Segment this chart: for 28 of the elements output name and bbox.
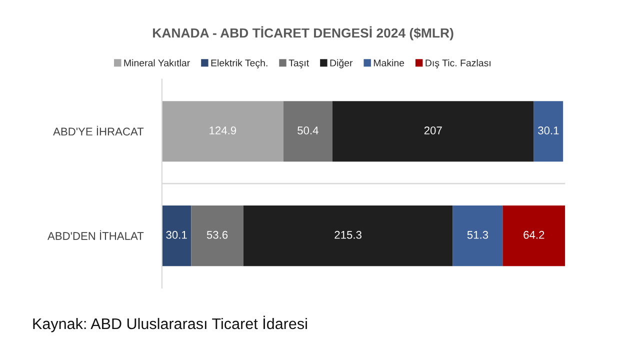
bar bbox=[243, 206, 453, 266]
legend-label: Diğer bbox=[330, 59, 353, 68]
legend-label: Dış Tic. Fazlası bbox=[426, 59, 490, 68]
data-label: 64.2 bbox=[524, 230, 544, 239]
legend-label: Makine bbox=[374, 59, 404, 66]
data-label: 124.9 bbox=[210, 126, 236, 134]
text: Kaynak: ABD Uluslararası Ticaret İdaresi bbox=[33, 316, 307, 332]
bar bbox=[502, 206, 566, 266]
y-tick-label: ABD'DEN İTHALAT bbox=[48, 230, 144, 240]
data-label: 215.3 bbox=[334, 230, 362, 239]
data-label: 30.1 bbox=[166, 230, 187, 239]
bar bbox=[162, 101, 284, 162]
legend-label: Elektrik Teçh. bbox=[211, 59, 268, 68]
data-label: 51.3 bbox=[467, 230, 488, 239]
bar bbox=[332, 101, 534, 162]
chart-title: KANADA - ABD TİCARET DENGESİ 2024 ($MLR) bbox=[153, 26, 454, 40]
legend-label: Mineral Yakıtlar bbox=[124, 59, 190, 66]
bar bbox=[162, 206, 192, 266]
data-label: 53.6 bbox=[206, 230, 228, 239]
data-label: 207 bbox=[424, 126, 442, 134]
data-label: 50.4 bbox=[298, 126, 318, 134]
bar bbox=[283, 101, 332, 162]
data-label: 30.1 bbox=[538, 126, 559, 134]
bar bbox=[534, 101, 564, 162]
y-tick-label: ABD'YE İHRACAT bbox=[53, 126, 144, 136]
bar bbox=[452, 206, 503, 266]
bar bbox=[191, 206, 244, 266]
legend-label: Taşıt bbox=[288, 60, 310, 68]
